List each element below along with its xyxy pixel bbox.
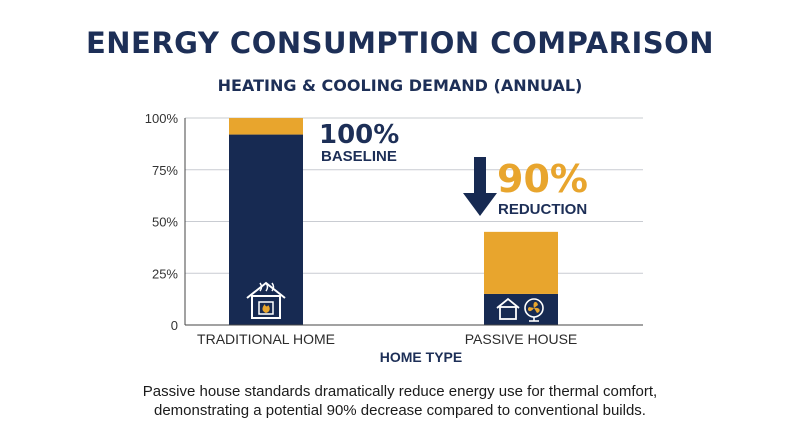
y-tick-label: 0: [171, 318, 178, 333]
y-axis-ticks: 0 25% 50% 75% 100%: [145, 111, 179, 333]
caption-line-1: Passive house standards dramatically red…: [142, 383, 658, 400]
chart-title: ENERGY CONSUMPTION COMPARISON: [85, 26, 715, 60]
bar-segment: [229, 118, 303, 135]
x-axis-title: HOME TYPE: [380, 349, 462, 365]
house-fire-icon: [246, 281, 286, 319]
y-tick-label: 100%: [145, 111, 179, 126]
bar-icons: [246, 281, 544, 322]
baseline-label: BASELINE: [321, 148, 397, 165]
y-tick-label: 75%: [152, 163, 178, 178]
chart-subtitle: HEATING & COOLING DEMAND (ANNUAL): [217, 76, 583, 95]
y-tick-label: 50%: [152, 215, 178, 230]
bar-segment: [484, 231, 558, 294]
chart-caption: Passive house standards dramatically red…: [0, 382, 800, 420]
y-tick-label: 25%: [152, 266, 178, 281]
bars: [229, 118, 558, 325]
bar-segment: [229, 134, 303, 325]
reduction-label: REDUCTION: [498, 201, 587, 218]
caption-line-2: demonstrating a potential 90% decrease c…: [154, 402, 646, 419]
baseline-value: 100%: [319, 120, 399, 150]
x-axis-categories: TRADITIONAL HOME PASSIVE HOUSE: [197, 331, 577, 347]
reduction-value: 90%: [497, 157, 588, 201]
house-icon: [496, 297, 520, 320]
bar-segment: [484, 293, 558, 325]
x-category-label: PASSIVE HOUSE: [465, 331, 578, 347]
x-category-label: TRADITIONAL HOME: [197, 331, 335, 347]
down-arrow-icon: [463, 157, 497, 216]
fan-icon: [524, 298, 544, 322]
